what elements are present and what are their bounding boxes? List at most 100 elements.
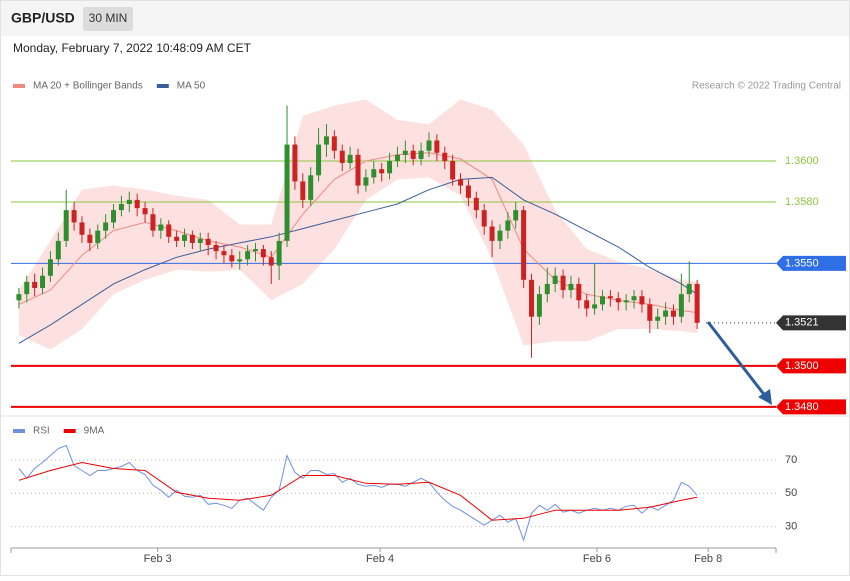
candle-body [607, 296, 613, 299]
header-bar [1, 1, 849, 36]
candle-body [174, 236, 180, 241]
candle-body [544, 283, 550, 295]
candle-body [126, 199, 132, 204]
candle-body [481, 210, 487, 227]
candle-body [426, 140, 432, 151]
candle-body [568, 283, 574, 291]
legend-swatch [13, 429, 25, 433]
candle-body [458, 179, 464, 186]
candle-body [32, 281, 38, 289]
candle-body [284, 144, 290, 241]
candle-body [489, 226, 495, 241]
level-label: 1.3550 [785, 257, 819, 269]
candle-body [158, 224, 164, 231]
timeframe[interactable]: 30 MIN [89, 11, 128, 25]
candle-body [655, 316, 661, 321]
symbol: GBP/USD [11, 10, 75, 26]
candle-body [442, 152, 448, 161]
candle-body [229, 255, 235, 262]
legend-label: MA 50 [177, 81, 206, 92]
candle-body [260, 249, 266, 258]
candle-body [63, 210, 69, 241]
candle-body [402, 150, 408, 155]
x-tick-label: Feb 3 [144, 553, 172, 565]
candle-body [497, 230, 503, 241]
forecast-arrowhead [758, 389, 772, 405]
candle-body [639, 296, 645, 305]
candle-body [387, 160, 393, 174]
candle-body [300, 181, 306, 200]
candle-body [434, 140, 440, 153]
legend-label: MA 20 + Bollinger Bands [33, 81, 143, 92]
candle-body [134, 199, 140, 209]
source: Research © 2022 Trading Central [692, 81, 841, 92]
candle-body [323, 136, 329, 145]
candle-body [150, 214, 156, 231]
level-label: 1.3600 [785, 155, 819, 167]
candle-body [576, 283, 582, 301]
candle-body [371, 169, 377, 178]
candle-body [205, 238, 211, 245]
y-tick-label: 50 [785, 487, 797, 499]
level-label: 1.3500 [785, 360, 819, 372]
level-label: 1.3580 [785, 196, 819, 208]
candle-body [418, 150, 424, 159]
legend-swatch [63, 429, 76, 433]
candle-body [24, 281, 30, 295]
candle-body [103, 222, 109, 231]
candle-body [473, 197, 479, 211]
bollinger-band [18, 99, 698, 350]
candle-body [308, 175, 314, 200]
legend-swatch [156, 84, 169, 88]
candle-body [450, 160, 456, 180]
x-tick-label: Feb 8 [694, 553, 722, 565]
candle-body [394, 154, 400, 161]
candle-body [347, 154, 353, 164]
candle-body [678, 294, 684, 317]
candle-body [592, 304, 598, 309]
candle-body [16, 294, 22, 301]
legend-label: RSI [33, 426, 50, 437]
candle-body [631, 296, 637, 301]
candle-body [560, 275, 566, 291]
candle-body [615, 298, 621, 303]
candle-body [252, 249, 258, 252]
candle-body [142, 208, 148, 215]
candle-body [599, 296, 605, 305]
candle-body [245, 251, 251, 260]
x-tick-label: Feb 4 [366, 553, 394, 565]
candle-body [584, 300, 590, 309]
y-tick-label: 30 [785, 521, 797, 533]
candle-body [213, 244, 219, 252]
candle-body [71, 210, 77, 223]
candle-body [166, 224, 172, 237]
candle-body [268, 257, 274, 266]
candle-body [521, 210, 527, 280]
candle-body [292, 144, 298, 182]
candle-body [276, 240, 282, 266]
candle-body [363, 177, 369, 186]
candle-body [55, 240, 61, 260]
level-box [776, 399, 846, 415]
candle-body [118, 204, 124, 211]
candle-body [536, 294, 542, 317]
y-tick-label: 70 [785, 454, 797, 466]
candle-body [465, 185, 471, 198]
candle-body [355, 154, 361, 186]
candle-body [529, 279, 535, 317]
candle-body [686, 283, 692, 295]
candle-body [316, 144, 322, 176]
candle-body [505, 220, 511, 231]
candle-body [111, 210, 117, 223]
forecast-arrow [706, 321, 768, 398]
candle-body [513, 210, 519, 221]
candle-body [694, 283, 700, 323]
timestamp: Monday, February 7, 2022 10:48:09 AM CET [13, 41, 252, 55]
timeframe-pill[interactable] [83, 7, 133, 31]
level-box [776, 315, 846, 331]
candle-body [647, 304, 653, 321]
legend-label: 9MA [84, 426, 105, 437]
x-tick-label: Feb 6 [583, 553, 611, 565]
level-label: 1.3480 [785, 401, 819, 413]
